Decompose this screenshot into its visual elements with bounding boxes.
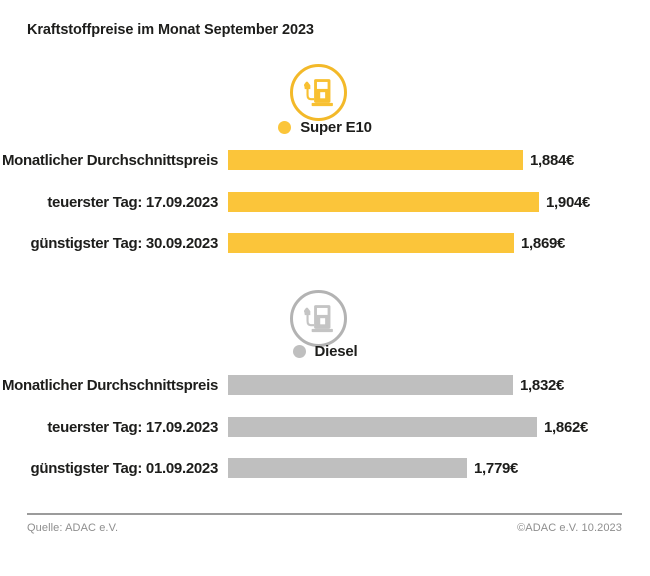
bar-row: teuerster Tag: 17.09.2023 1,904€ xyxy=(0,192,650,212)
row-label: Monatlicher Durchschnittspreis xyxy=(1,151,218,169)
copyright-text: ©ADAC e.V. 10.2023 xyxy=(517,522,622,534)
price-bar xyxy=(228,192,539,212)
bar-row: günstigster Tag: 01.09.2023 1,779€ xyxy=(0,458,650,478)
row-label: Monatlicher Durchschnittspreis xyxy=(1,376,218,394)
super-e10-pump-circle xyxy=(290,64,347,121)
row-label: teuerster Tag: 17.09.2023 xyxy=(47,193,218,211)
price-value: 1,884€ xyxy=(530,151,575,169)
diesel-pump-circle xyxy=(290,290,347,347)
price-value: 1,869€ xyxy=(521,234,566,252)
price-value: 1,779€ xyxy=(474,459,519,477)
price-value: 1,862€ xyxy=(544,418,589,436)
bar-row: Monatlicher Durchschnittspreis 1,884€ xyxy=(0,150,650,170)
page-title: Kraftstoffpreise im Monat September 2023 xyxy=(27,22,314,38)
legend-label: Super E10 xyxy=(300,119,372,136)
row-label: teuerster Tag: 17.09.2023 xyxy=(47,418,218,436)
footer-divider xyxy=(27,513,622,515)
bar-row: Monatlicher Durchschnittspreis 1,832€ xyxy=(0,375,650,395)
price-bar xyxy=(228,417,537,437)
row-label: günstigster Tag: 30.09.2023 xyxy=(30,234,218,252)
source-text: Quelle: ADAC e.V. xyxy=(27,522,119,534)
price-bar xyxy=(228,150,523,170)
legend-diesel: Diesel xyxy=(0,343,650,360)
price-bar xyxy=(228,233,514,253)
row-label: günstigster Tag: 01.09.2023 xyxy=(30,459,218,477)
legend-super-e10: Super E10 xyxy=(0,119,650,136)
legend-label: Diesel xyxy=(314,343,358,360)
bar-row: teuerster Tag: 17.09.2023 1,862€ xyxy=(0,417,650,437)
price-value: 1,832€ xyxy=(520,376,565,394)
price-value: 1,904€ xyxy=(546,193,591,211)
bar-row: günstigster Tag: 30.09.2023 1,869€ xyxy=(0,233,650,253)
legend-dot xyxy=(292,345,306,358)
price-bar xyxy=(228,375,513,395)
fuel-pump-icon xyxy=(301,76,337,110)
fuel-pump-icon xyxy=(301,302,337,336)
legend-dot xyxy=(278,121,292,134)
footer: Quelle: ADAC e.V. ©ADAC e.V. 10.2023 xyxy=(27,522,622,534)
price-bar xyxy=(228,458,467,478)
